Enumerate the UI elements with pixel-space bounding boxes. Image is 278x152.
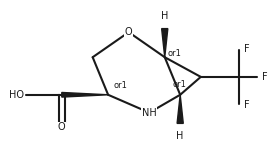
Text: or1: or1 <box>113 81 127 90</box>
Text: F: F <box>244 100 250 110</box>
Polygon shape <box>62 92 108 97</box>
Text: F: F <box>262 72 268 82</box>
Text: NH: NH <box>142 108 157 118</box>
Text: or1: or1 <box>167 49 181 58</box>
Text: HO: HO <box>9 90 24 100</box>
Text: O: O <box>58 123 66 133</box>
Text: O: O <box>125 27 133 37</box>
Polygon shape <box>177 95 183 123</box>
Text: H: H <box>177 131 184 141</box>
Text: or1: or1 <box>172 79 186 89</box>
Text: F: F <box>244 44 250 54</box>
Polygon shape <box>162 29 168 57</box>
Text: H: H <box>161 11 168 21</box>
